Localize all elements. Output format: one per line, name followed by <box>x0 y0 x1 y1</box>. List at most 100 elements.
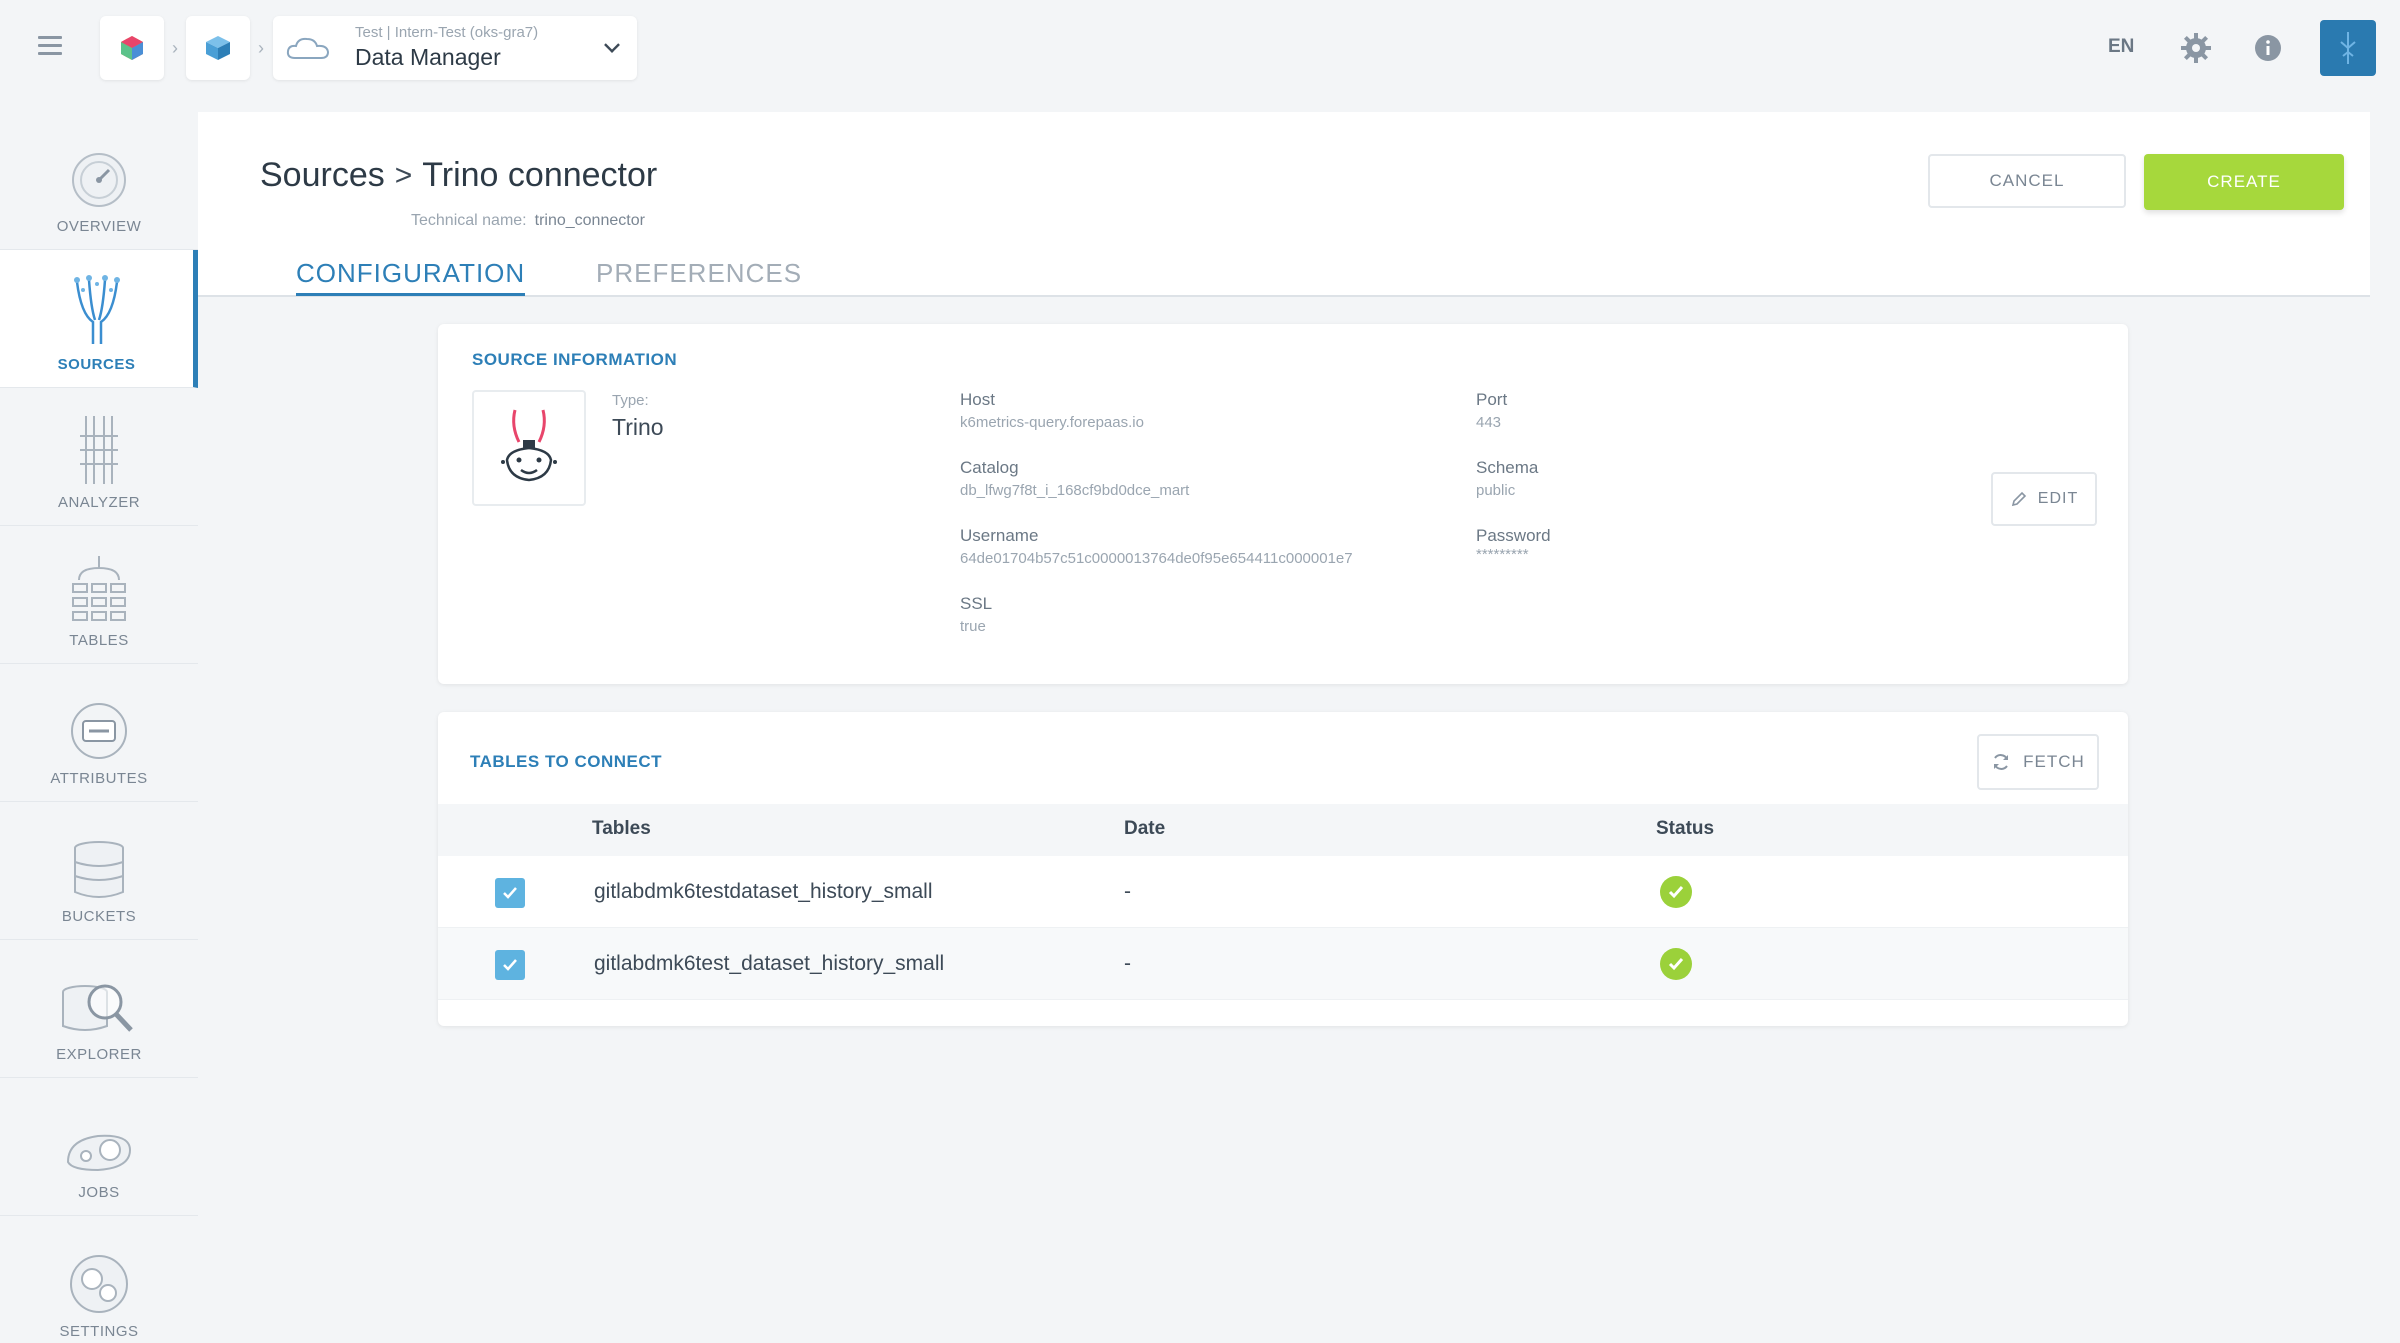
schema-label: Schema <box>1476 458 1539 477</box>
menu-icon[interactable] <box>38 36 62 56</box>
sidebar-item-label: SOURCES <box>57 356 136 373</box>
sidebar-item-sources[interactable]: SOURCES <box>0 250 198 388</box>
table-date: - <box>1124 880 1131 903</box>
gauge-icon <box>72 153 126 207</box>
sources-icon <box>73 275 120 344</box>
edit-button[interactable]: EDIT <box>1991 472 2097 526</box>
sidebar-item-label: JOBS <box>78 1184 120 1201</box>
password-label: Password <box>1476 526 1551 545</box>
app-logo-button[interactable] <box>100 16 164 80</box>
info-icon[interactable] <box>2254 34 2282 62</box>
project-subtitle: Test | Intern-Test (oks-gra7) <box>355 24 539 41</box>
module-button[interactable] <box>186 16 250 80</box>
sidebar-item-analyzer[interactable]: ANALYZER <box>0 388 198 526</box>
sidebar-item-label: TABLES <box>69 632 129 649</box>
create-button[interactable]: CREATE <box>2144 154 2344 210</box>
row-checkbox[interactable] <box>495 878 525 908</box>
type-value: Trino <box>612 414 664 440</box>
buckets-icon <box>74 841 124 898</box>
table-name: gitlabdmk6testdataset_history_small <box>594 880 933 903</box>
checkmark-icon <box>503 959 517 971</box>
sidebar-item-explorer[interactable]: EXPLORER <box>0 940 198 1078</box>
table-name: gitlabdmk6test_dataset_history_small <box>594 952 945 975</box>
project-title: Data Manager <box>355 44 501 70</box>
tab-preferences[interactable]: PREFERENCES <box>596 258 803 288</box>
fetch-button-label: FETCH <box>2023 752 2085 771</box>
fetch-button[interactable]: FETCH <box>1977 734 2099 790</box>
checkmark-icon <box>503 887 517 899</box>
user-avatar-icon <box>2340 32 2356 64</box>
refresh-icon <box>1994 754 2009 770</box>
edit-button-label: EDIT <box>2037 490 2079 507</box>
row-checkbox[interactable] <box>495 950 525 980</box>
sidebar-item-settings[interactable]: SETTINGS <box>0 1216 198 1343</box>
language-selector[interactable]: EN <box>2108 36 2135 57</box>
panel-title: SOURCE INFORMATION <box>472 350 678 369</box>
trino-bunny-icon <box>501 409 557 482</box>
attributes-icon <box>71 703 127 759</box>
sidebar-item-tables[interactable]: TABLES <box>0 526 198 664</box>
sidebar-item-label: EXPLORER <box>56 1046 142 1063</box>
sidebar-item-buckets[interactable]: BUCKETS <box>0 802 198 940</box>
chevron-right-icon: › <box>258 38 264 58</box>
catalog-value: db_lfwg7f8t_i_168cf9bd0dce_mart <box>960 482 1190 499</box>
sidebar-item-jobs[interactable]: JOBS <box>0 1078 198 1216</box>
catalog-label: Catalog <box>960 458 1019 477</box>
cubes-icon <box>206 36 230 60</box>
username-label: Username <box>960 526 1039 545</box>
status-ok-icon <box>1660 948 1692 980</box>
sidebar: OVERVIEW SOURCES ANALYZER <box>0 112 198 1343</box>
chevron-right-icon: > <box>394 158 413 192</box>
top-bar: › › Test | Intern-Test (oks-gra7) Data M… <box>0 0 2400 98</box>
tables-to-connect-panel: TABLES TO CONNECT FETCH Tables Date Stat… <box>438 712 2128 1026</box>
table-header: Tables Date Status <box>438 804 2128 856</box>
source-information-panel: SOURCE INFORMATION Type: Trino Host k6me… <box>438 324 2128 684</box>
password-value: ********* <box>1476 546 1529 563</box>
column-header-status: Status <box>1656 818 1715 839</box>
schema-value: public <box>1476 482 1516 499</box>
sidebar-item-label: ANALYZER <box>57 494 141 511</box>
ssl-value: true <box>960 618 986 635</box>
page-title: Trino connector <box>422 156 658 194</box>
page-header: Sources > Trino connector Technical name… <box>198 112 2370 297</box>
cancel-button[interactable]: CANCEL <box>1928 154 2126 208</box>
sidebar-item-label: BUCKETS <box>61 908 137 925</box>
tables-icon <box>72 556 126 621</box>
jobs-icon <box>66 1134 132 1172</box>
technical-name-value: trino_connector <box>534 212 645 229</box>
table-date: - <box>1124 952 1131 975</box>
breadcrumb: Sources > Trino connector <box>260 156 657 195</box>
analyzer-icon <box>80 416 118 484</box>
host-label: Host <box>960 390 995 409</box>
tab-configuration[interactable]: CONFIGURATION <box>296 258 526 296</box>
status-ok-icon <box>1660 876 1692 908</box>
sidebar-item-overview[interactable]: OVERVIEW <box>0 112 198 250</box>
type-label: Type: <box>612 392 649 409</box>
sidebar-item-label: ATTRIBUTES <box>50 770 148 787</box>
panel-title: TABLES TO CONNECT <box>470 752 663 771</box>
table-row: gitlabdmk6test_dataset_history_small - <box>438 928 2128 1000</box>
settings-icon <box>70 1255 128 1313</box>
main-content: Sources > Trino connector Technical name… <box>198 112 2370 1343</box>
sidebar-item-label: OVERVIEW <box>56 218 142 235</box>
port-label: Port <box>1476 390 1508 409</box>
explorer-icon <box>62 984 133 1032</box>
breadcrumb-sources-link[interactable]: Sources <box>260 156 385 194</box>
gear-icon[interactable] <box>2180 32 2212 64</box>
sidebar-item-attributes[interactable]: ATTRIBUTES <box>0 664 198 802</box>
technical-name: Technical name: trino_connector <box>411 212 645 230</box>
technical-name-label: Technical name: <box>411 212 527 229</box>
app-logo-icon <box>121 36 143 60</box>
username-value: 64de01704b57c51c0000013764de0f95e654411c… <box>960 550 1353 567</box>
column-header-date: Date <box>1124 818 1166 839</box>
chevron-right-icon: › <box>172 38 178 58</box>
table-row: gitlabdmk6testdataset_history_small - <box>438 856 2128 928</box>
cloud-icon <box>286 37 330 59</box>
trino-logo <box>472 390 586 506</box>
port-value: 443 <box>1476 414 1502 431</box>
column-header-tables: Tables <box>592 818 651 839</box>
host-value: k6metrics-query.forepaas.io <box>960 414 1144 431</box>
project-selector[interactable]: Test | Intern-Test (oks-gra7) Data Manag… <box>273 16 637 80</box>
sidebar-item-label: SETTINGS <box>59 1323 139 1340</box>
avatar[interactable] <box>2320 20 2376 76</box>
